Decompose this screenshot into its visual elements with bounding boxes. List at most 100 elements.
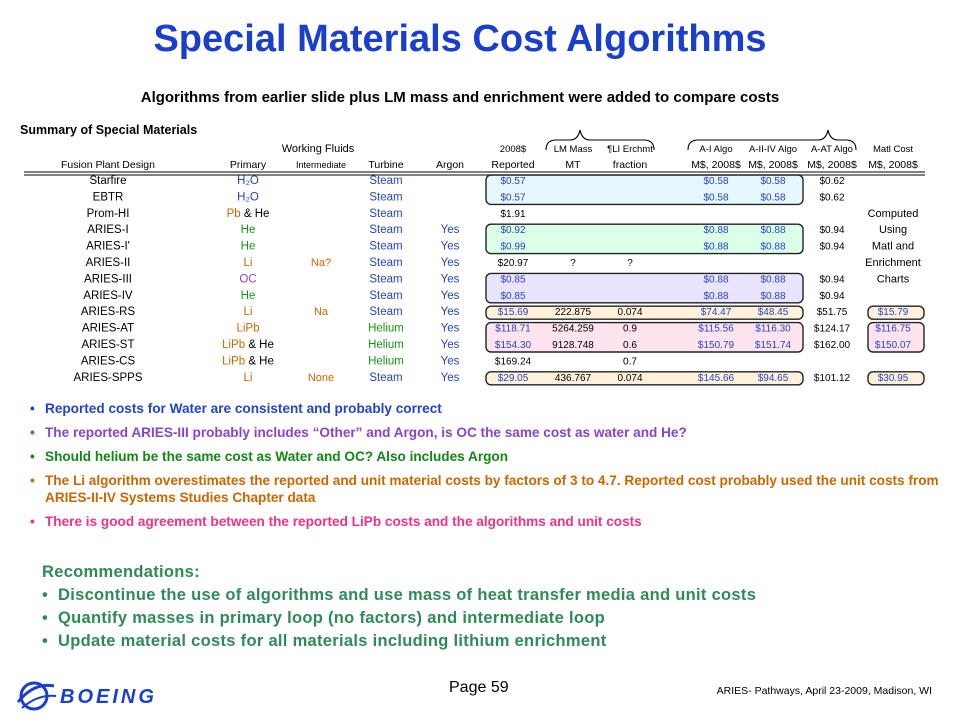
brace-lm [545, 129, 655, 151]
li-group-box [485, 305, 804, 320]
recommendations-list: Discontinue the use of algorithms and us… [42, 584, 942, 653]
row-aat-algo-1: $0.62 [819, 192, 844, 203]
row-primary-3: He [241, 224, 256, 236]
row-fraction-11: 0.7 [623, 356, 637, 367]
row-aiiv-algo-9: $116.30 [755, 324, 791, 335]
row-argon-11: Yes [441, 355, 460, 367]
row-matl-cost-10: $150.07 [875, 340, 912, 351]
row-argon-6: Yes [441, 273, 460, 285]
row-fraction-9: 0.9 [623, 324, 637, 335]
row-primary-10: LiPb & He [222, 339, 274, 351]
row-primary-1: H₂O [237, 191, 259, 203]
row-turbine-4: Steam [369, 241, 402, 253]
water-group-box [485, 174, 804, 206]
row-ai-algo-3: $0.88 [703, 225, 728, 236]
recommendations: Recommendations: Discontinue the use of … [42, 561, 942, 653]
li-spps-box [485, 371, 804, 386]
row-primary-12: Li [244, 372, 253, 384]
row-argon-10: Yes [441, 339, 460, 351]
page-number: Page 59 [449, 679, 509, 696]
row-fraction-12: 0.074 [617, 373, 642, 384]
header-top-2: ¶LI Erchmt [607, 144, 653, 155]
column-header-7: fraction [613, 159, 648, 171]
row-reported-4: $0.99 [500, 242, 525, 253]
row-matl-cost-3: Using [879, 224, 907, 236]
row-design-9: ARIES-AT [82, 323, 134, 335]
row-design-1: EBTR [93, 191, 124, 203]
column-header-0: Fusion Plant Design [61, 159, 155, 171]
recommendation-item: Quantify masses in primary loop (no fact… [42, 607, 942, 630]
row-turbine-5: Steam [369, 257, 402, 269]
row-fraction-10: 0.6 [623, 340, 637, 351]
row-aiiv-algo-12: $94.65 [758, 373, 789, 384]
header-top-0: 2008$ [500, 144, 527, 155]
row-design-10: ARIES-ST [81, 339, 134, 351]
row-matl-cost-12: $30.95 [878, 373, 909, 384]
row-turbine-9: Helium [368, 323, 404, 335]
row-ai-algo-4: $0.88 [703, 242, 728, 253]
row-argon-12: Yes [441, 372, 460, 384]
row-ai-algo-6: $0.88 [703, 274, 728, 285]
header-top-4: A-II-IV Algo [749, 144, 797, 155]
row-primary-6: OC [239, 273, 256, 285]
row-reported-1: $0.57 [500, 192, 525, 203]
row-turbine-7: Steam [369, 290, 402, 302]
column-header-10: M$, 2008$ [807, 159, 857, 171]
column-header-6: MT [565, 159, 581, 171]
row-aiiv-algo-1: $0.58 [760, 192, 785, 203]
header-top-3: A-I Algo [699, 144, 732, 155]
oc-group-box [485, 272, 804, 304]
row-aat-algo-4: $0.94 [819, 242, 844, 253]
recommendation-item: Update material costs for all materials … [42, 630, 942, 653]
column-header-9: M$, 2008$ [748, 159, 798, 171]
row-design-5: ARIES-II [86, 257, 131, 269]
row-reported-6: $0.85 [500, 274, 525, 285]
header-top-6: Matl Cost [873, 144, 913, 155]
row-aat-algo-6: $0.94 [819, 274, 844, 285]
row-design-8: ARIES-RS [81, 306, 136, 318]
header-top-1: LM Mass [554, 144, 593, 155]
column-header-2: Intermediate [296, 160, 346, 170]
column-header-8: M$, 2008$ [691, 159, 741, 171]
row-aiiv-algo-0: $0.58 [760, 176, 785, 187]
row-primary-8: Li [244, 306, 253, 318]
column-header-4: Argon [436, 159, 464, 171]
row-matl-cost-6: Charts [877, 273, 910, 285]
row-lm-mass-10: 9128.748 [552, 340, 594, 351]
row-primary-7: He [241, 290, 256, 302]
row-design-6: ARIES-III [84, 273, 132, 285]
row-matl-cost-8: $15.79 [878, 307, 909, 318]
row-aiiv-algo-7: $0.88 [760, 291, 785, 302]
row-lm-mass-12: 436.767 [555, 373, 592, 384]
summary-title: Summary of Special Materials [20, 123, 197, 137]
row-matl-cost-5: Enrichment [865, 257, 921, 269]
row-primary-9: LiPb [236, 323, 259, 335]
row-reported-8: $15.69 [498, 307, 529, 318]
row-intermediate-5: Na? [311, 257, 331, 269]
finding-item: The reported ARIES-III probably includes… [30, 424, 940, 441]
column-header-5: Reported [491, 159, 534, 171]
boeing-logo: BOEING [16, 681, 154, 711]
row-matl-cost-4: Matl and [872, 241, 914, 253]
lipb-matl-box [867, 321, 925, 353]
row-aiiv-algo-4: $0.88 [760, 242, 785, 253]
row-reported-7: $0.85 [500, 291, 525, 302]
row-turbine-3: Steam [369, 224, 402, 236]
row-lm-mass-9: 5264.259 [552, 324, 594, 335]
row-reported-5: $20.97 [498, 258, 529, 269]
brace-algo [687, 129, 857, 151]
row-design-3: ARIES-I [87, 224, 129, 236]
slide-subtitle: Algorithms from earlier slide plus LM ma… [140, 89, 780, 106]
boeing-symbol-icon [16, 681, 57, 711]
row-design-12: ARIES-SPPS [73, 372, 142, 384]
row-aiiv-algo-6: $0.88 [760, 274, 785, 285]
row-reported-10: $154.30 [495, 340, 532, 351]
row-design-7: ARIES-IV [83, 290, 133, 302]
row-intermediate-12: None [308, 372, 334, 384]
row-turbine-1: Steam [369, 191, 402, 203]
row-primary-0: H₂O [237, 175, 259, 187]
row-design-11: ARIES-CS [81, 355, 136, 367]
finding-item: Should helium be the same cost as Water … [30, 448, 940, 465]
row-argon-9: Yes [441, 323, 460, 335]
row-aat-algo-9: $124.17 [814, 324, 851, 335]
